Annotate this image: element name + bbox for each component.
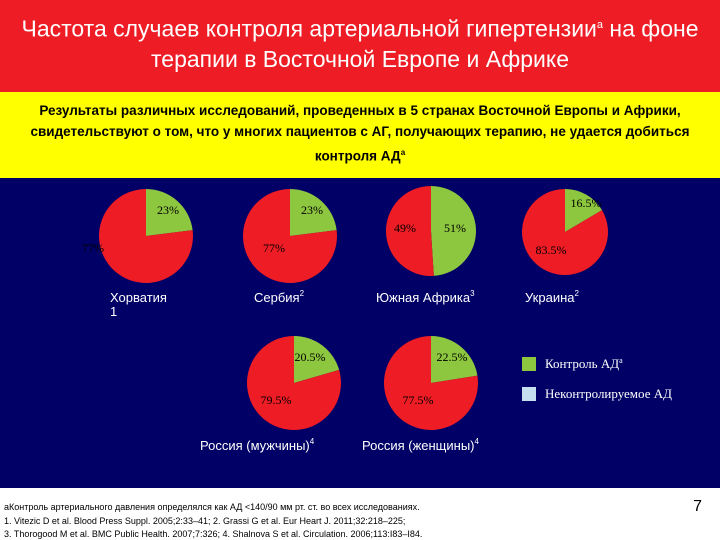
- pie-slice-uncontrolled: [385, 186, 434, 276]
- slide-title: Частота случаев контроля артериальной ги…: [20, 10, 700, 74]
- title-sup: а: [596, 19, 604, 31]
- title-bar: Частота случаев контроля артериальной ги…: [0, 0, 720, 92]
- title-rest: на фоне терапии в Восточной Европе и Афр…: [151, 15, 699, 72]
- pie-category-name: Украина: [525, 290, 575, 305]
- pie-slice-controlled: [431, 186, 476, 276]
- pie-slice-uncontrolled: [243, 189, 338, 283]
- legend-label: Контроль АДа: [545, 356, 623, 371]
- page-number: 7: [693, 498, 702, 515]
- pie-value-label: 77%: [263, 241, 285, 255]
- pie-slice-uncontrolled: [521, 189, 608, 275]
- footnote-refs-2: 3. Thorogood M et al. BMC Public Health.…: [4, 529, 423, 539]
- title-main: Частота случаев контроля артериальной ги…: [21, 15, 597, 42]
- footer: аКонтроль артериального давления определ…: [0, 488, 720, 540]
- slide-subtitle: Результаты различных исследований, прове…: [8, 100, 712, 167]
- subtitle-box: Результаты различных исследований, прове…: [0, 92, 720, 178]
- pie-slice-uncontrolled: [99, 189, 194, 283]
- pie-slice-controlled: [290, 189, 337, 236]
- subtitle-text: Результаты различных исследований, прове…: [30, 103, 690, 164]
- pie-category-label: Украина2: [525, 289, 580, 305]
- pie-category-ref: 4: [310, 437, 315, 446]
- pie-value-label: 51%: [444, 221, 466, 235]
- pie-category-ref: 1: [110, 304, 117, 319]
- footnote-definition: аКонтроль артериального давления определ…: [4, 502, 420, 512]
- legend-sup: а: [619, 356, 623, 365]
- chart-area: 23% 77% Хорватия 1 23% 77% Сербия2 49% 51% Южная …: [0, 178, 720, 488]
- pie-category-ref: 2: [300, 289, 305, 298]
- pie-value-label: 20.5%: [295, 350, 326, 364]
- pie-category-label: Южная Африка3: [376, 289, 475, 305]
- pie-slice-uncontrolled: [383, 336, 478, 430]
- legend-swatch-controlled: [522, 357, 536, 371]
- pie-value-label: 79.5%: [261, 393, 292, 407]
- pie-category-ref: 4: [475, 437, 480, 446]
- subtitle-sup: а: [400, 148, 406, 157]
- pie-category-label: Россия (женщины)4: [362, 437, 480, 453]
- pie-category-name: Южная Африка: [376, 290, 471, 305]
- pie-category-label: Россия (мужчины)4: [200, 437, 315, 453]
- pie-category-ref: 3: [470, 289, 475, 298]
- legend-series-name: Неконтролируемое АД: [545, 386, 672, 401]
- legend-series-name: Контроль АД: [545, 356, 619, 371]
- pie-value-label: 83.5%: [536, 243, 567, 257]
- pie-slice-controlled: [431, 336, 478, 383]
- pie-category-name: Россия (женщины): [362, 438, 475, 453]
- pie-slice-controlled: [146, 189, 193, 236]
- pie-category-ref: 2: [575, 289, 580, 298]
- pie-category-label: Сербия2: [254, 289, 305, 305]
- pie-value-label: 16.5%: [571, 196, 602, 210]
- legend-swatch-uncontrolled: [522, 387, 536, 401]
- pie-slice-controlled: [565, 189, 603, 232]
- pie-slice-uncontrolled: [246, 336, 341, 430]
- pie-value-label: 22.5%: [437, 350, 468, 364]
- pie-category-label: Хорватия: [110, 290, 167, 305]
- pie-value-label: 23%: [157, 203, 179, 217]
- pie-value-label: 49%: [394, 221, 416, 235]
- pie-category-name: Сербия: [254, 290, 300, 305]
- pie-category-name: Хорватия: [110, 290, 167, 305]
- pie-value-label: 77%: [82, 241, 104, 255]
- pie-value-label: 77.5%: [403, 393, 434, 407]
- legend-label: Неконтролируемое АД: [545, 386, 672, 401]
- pie-value-label: 23%: [301, 203, 323, 217]
- pie-category-name: Россия (мужчины): [200, 438, 310, 453]
- footnote-refs-1: 1. Vitezic D et al. Blood Press Suppl. 2…: [4, 516, 406, 526]
- pie-slice-controlled: [294, 336, 340, 383]
